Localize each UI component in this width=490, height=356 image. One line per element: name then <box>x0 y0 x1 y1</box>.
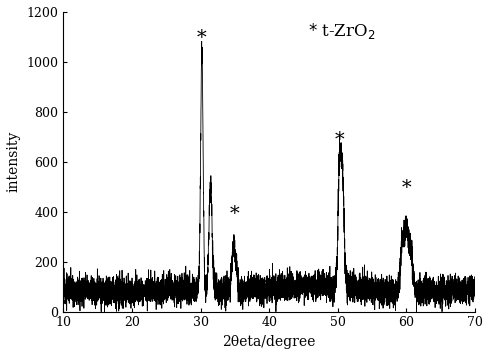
Text: *: * <box>402 179 411 197</box>
X-axis label: 2θeta/degree: 2θeta/degree <box>222 335 316 349</box>
Text: *: * <box>197 29 207 47</box>
Text: $*$ t-ZrO$_2$: $*$ t-ZrO$_2$ <box>308 21 376 41</box>
Text: *: * <box>335 131 345 149</box>
Y-axis label: intensity: intensity <box>7 131 21 192</box>
Text: *: * <box>230 205 240 223</box>
